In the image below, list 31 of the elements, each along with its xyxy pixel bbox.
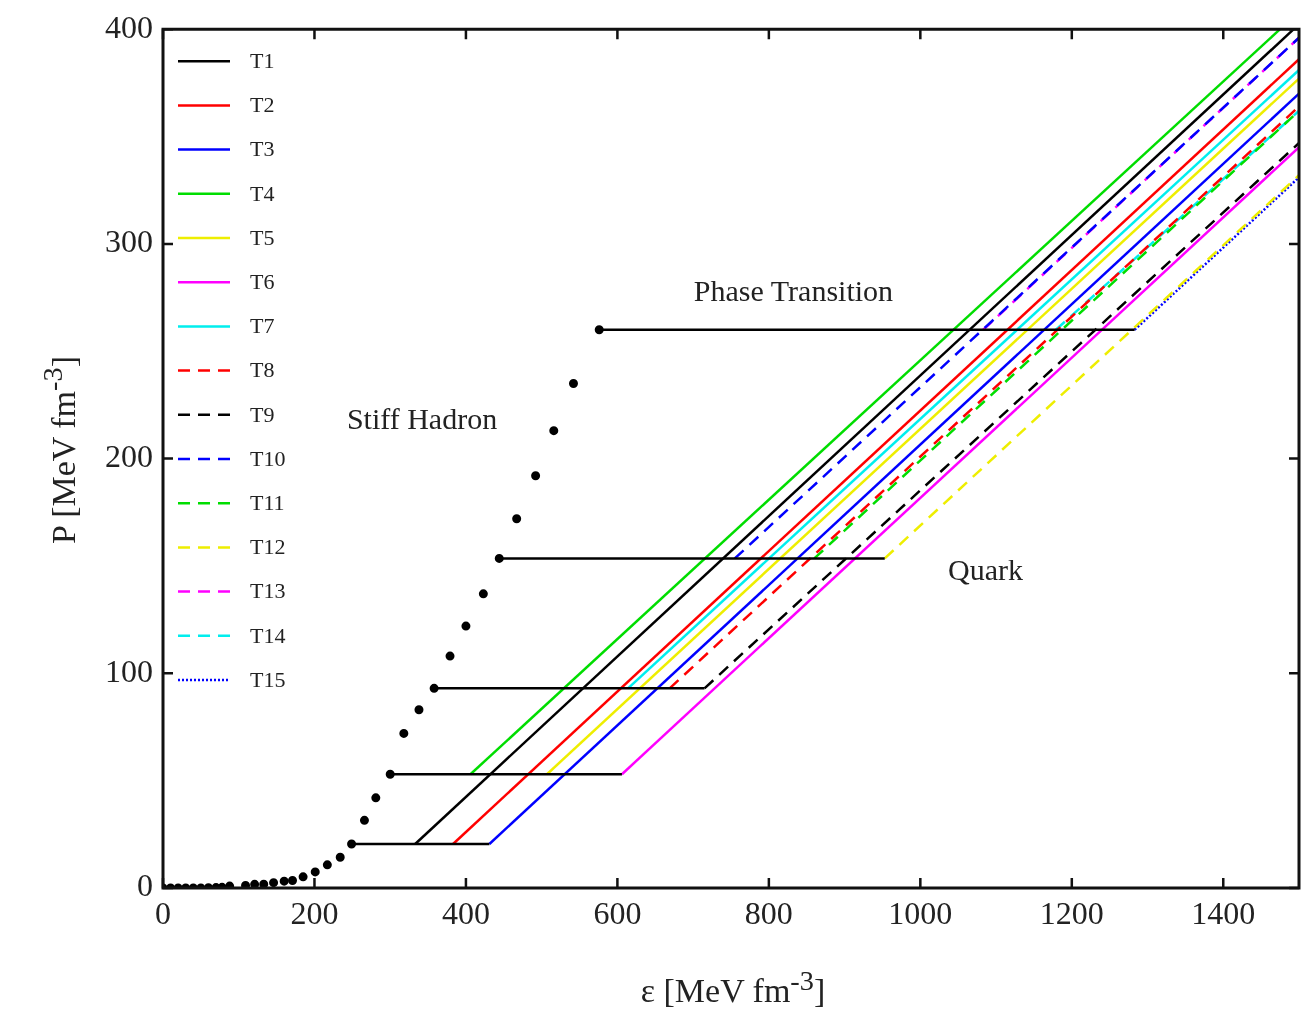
legend-label: T10 bbox=[250, 445, 286, 471]
annotation: Stiff Hadron bbox=[346, 401, 498, 435]
legend-label: T3 bbox=[250, 136, 275, 162]
y-tick-label: 200 bbox=[105, 438, 153, 475]
legend-label: T7 bbox=[250, 313, 275, 339]
legend-label: T2 bbox=[250, 92, 275, 118]
x-tick-label: 1000 bbox=[888, 894, 953, 931]
y-tick-label: 100 bbox=[105, 652, 153, 689]
legend-label: T4 bbox=[250, 180, 275, 206]
y-tick-label: 0 bbox=[137, 867, 153, 904]
x-axis-title: ε [MeV fm$^{-3}$] bbox=[639, 965, 827, 1011]
legend-label: T12 bbox=[250, 534, 286, 560]
legend-label: T5 bbox=[250, 224, 275, 250]
x-tick-label: 1200 bbox=[1039, 894, 1104, 931]
x-tick-label: 200 bbox=[290, 894, 339, 931]
annotation: Phase Transition bbox=[693, 273, 894, 307]
legend-label: T13 bbox=[250, 578, 286, 604]
x-tick-label: 600 bbox=[593, 894, 642, 931]
legend-label: T11 bbox=[250, 489, 285, 515]
legend-label: T6 bbox=[250, 268, 275, 294]
legend-label: T8 bbox=[250, 357, 275, 383]
y-tick-label: 300 bbox=[105, 223, 153, 260]
legend-label: T1 bbox=[250, 47, 275, 73]
x-tick-label: 800 bbox=[744, 894, 793, 931]
x-tick-label: 1400 bbox=[1191, 894, 1256, 931]
y-tick-label: 400 bbox=[105, 8, 153, 45]
x-tick-label: 400 bbox=[441, 894, 490, 931]
annotation: Quark bbox=[947, 552, 1023, 586]
legend-label: T9 bbox=[250, 401, 275, 427]
legend-label: T15 bbox=[250, 666, 286, 692]
legend-label: T14 bbox=[250, 622, 286, 648]
